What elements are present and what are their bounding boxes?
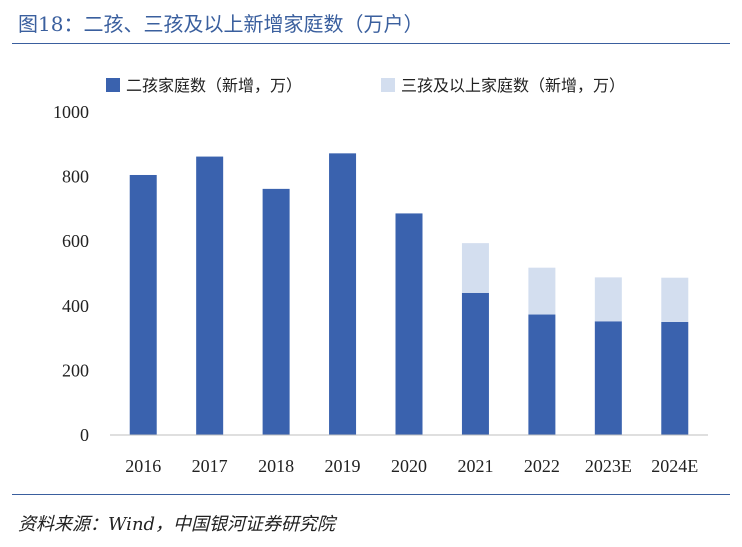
legend: 二孩家庭数（新增，万） 三孩及以上家庭数（新增，万） xyxy=(106,76,625,95)
x-tick-label: 2017 xyxy=(192,456,228,476)
y-tick-label: 0 xyxy=(80,425,89,445)
x-tick-label: 2021 xyxy=(457,456,493,476)
bar-2021-series-1 xyxy=(461,292,489,435)
x-tick-label: 2022 xyxy=(524,456,560,476)
y-tick-label: 200 xyxy=(62,360,89,380)
bar-2017-series-1 xyxy=(196,156,224,435)
bar-2019-series-1 xyxy=(329,153,357,435)
bar-2024E-series-2 xyxy=(661,277,689,322)
legend-swatch-series-2 xyxy=(381,78,395,92)
bar-2022-series-2 xyxy=(528,267,556,315)
legend-label-series-1: 二孩家庭数（新增，万） xyxy=(126,76,302,95)
bar-2023E-series-1 xyxy=(594,321,622,435)
y-axis: 0 200 400 600 800 1000 xyxy=(53,102,89,445)
x-tick-label: 2023E xyxy=(585,456,632,476)
source-divider xyxy=(12,494,730,495)
x-tick-label: 2020 xyxy=(391,456,427,476)
bar-2021-series-2 xyxy=(461,243,489,293)
x-tick-label: 2018 xyxy=(258,456,294,476)
y-tick-label: 600 xyxy=(62,231,89,251)
source-note: 资料来源：Wind，中国银河证券研究院 xyxy=(18,514,336,535)
x-tick-label: 2024E xyxy=(651,456,698,476)
bar-2022-series-1 xyxy=(528,314,556,435)
bar-2023E-series-2 xyxy=(594,277,622,322)
legend-swatch-series-1 xyxy=(106,78,120,92)
y-tick-label: 400 xyxy=(62,296,89,316)
y-tick-label: 800 xyxy=(62,167,89,187)
stacked-bar-chart: 二孩家庭数（新增，万） 三孩及以上家庭数（新增，万） 0 200 400 600 800… xyxy=(53,76,708,476)
x-axis: 2016 2017 2018 2019 2020 2021 2022 2023E 2024E xyxy=(125,456,698,476)
x-tick-label: 2016 xyxy=(125,456,161,476)
x-tick-label: 2019 xyxy=(325,456,361,476)
bar-2018-series-1 xyxy=(262,188,290,435)
legend-label-series-2: 三孩及以上家庭数（新增，万） xyxy=(401,76,625,95)
bar-2016-series-1 xyxy=(129,174,157,436)
y-tick-label: 1000 xyxy=(53,102,89,122)
bar-2024E-series-1 xyxy=(661,321,689,435)
bars xyxy=(129,153,689,436)
chart-title: 图18：二孩、三孩及以上新增家庭数（万户） xyxy=(18,12,424,36)
title-divider xyxy=(12,43,730,44)
bar-2020-series-1 xyxy=(395,213,423,435)
